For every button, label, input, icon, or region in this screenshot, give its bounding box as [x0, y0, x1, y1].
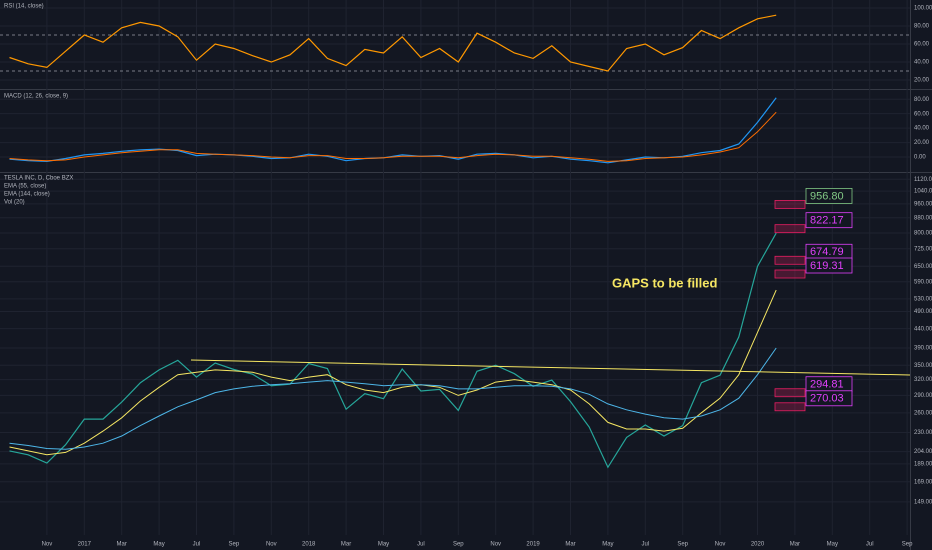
y-tick-label: 490.00 [914, 309, 932, 315]
x-tick-label: Mar [341, 542, 351, 548]
x-tick-label: May [378, 542, 389, 548]
series-line [9, 111, 777, 162]
x-tick-label: Jul [866, 542, 874, 548]
y-tick-label: 40.00 [914, 60, 930, 66]
y-tick-label: 0.00 [914, 155, 926, 161]
x-tick-label: Jul [417, 542, 425, 548]
annotation-label: 619.31 [810, 260, 844, 272]
x-tick-label: Sep [677, 542, 688, 548]
annotation-label: 294.81 [810, 379, 844, 391]
gap-zone [774, 224, 806, 234]
y-tick-label: 189.00 [914, 461, 932, 467]
x-tick-label: Jul [193, 542, 201, 548]
panel-title: RSI (14, close) [4, 4, 44, 10]
x-tick-label: May [827, 542, 838, 548]
y-tick-label: 60.00 [914, 111, 930, 117]
x-tick-label: Sep [453, 542, 464, 548]
y-tick-label: 800.00 [914, 231, 932, 237]
series-line [9, 14, 777, 72]
y-tick-label: 350.00 [914, 363, 932, 369]
y-tick-label: 40.00 [914, 126, 930, 132]
x-tick-label: 2018 [302, 542, 316, 548]
legend-entry: EMA (55, close) [4, 184, 46, 190]
y-tick-label: 230.00 [914, 430, 932, 436]
gap-zone [774, 255, 806, 265]
x-tick-label: 2020 [751, 542, 765, 548]
y-tick-label: 880.00 [914, 215, 932, 221]
x-tick-label: Sep [902, 542, 913, 548]
x-tick-label: Nov [490, 542, 501, 548]
legend-entry: EMA (144, close) [4, 192, 50, 198]
x-tick-label: May [153, 542, 164, 548]
y-tick-label: 1120.00 [914, 177, 932, 183]
annotation-box [805, 390, 853, 407]
y-tick-label: 725.00 [914, 246, 932, 252]
y-tick-label: 20.00 [914, 78, 930, 84]
x-tick-label: May [602, 542, 613, 548]
x-tick-label: Nov [42, 542, 53, 548]
y-tick-label: 290.00 [914, 393, 932, 399]
y-tick-label: 260.00 [914, 410, 932, 416]
trend-line [190, 359, 911, 376]
x-tick-label: Mar [565, 542, 575, 548]
series-line [9, 97, 777, 164]
x-tick-label: Mar [790, 542, 800, 548]
annotation-label: 822.17 [810, 215, 844, 227]
annotation-label: 956.80 [810, 190, 844, 202]
series-line [9, 289, 777, 456]
annotation-box [805, 212, 853, 229]
annotation-label: 674.79 [810, 246, 844, 258]
y-tick-label: 20.00 [914, 140, 930, 146]
y-tick-label: 169.00 [914, 479, 932, 485]
annotation-box [805, 188, 853, 204]
annotation-label: 270.03 [810, 393, 844, 405]
x-tick-label: Jul [641, 542, 649, 548]
y-tick-label: 80.00 [914, 97, 930, 103]
y-tick-label: 960.00 [914, 201, 932, 207]
y-tick-label: 1040.00 [914, 189, 932, 195]
x-tick-label: Nov [266, 542, 277, 548]
y-tick-label: 204.00 [914, 449, 932, 455]
y-tick-label: 440.00 [914, 326, 932, 332]
y-tick-label: 590.00 [914, 279, 932, 285]
y-tick-label: 530.00 [914, 296, 932, 302]
x-tick-label: 2019 [526, 542, 540, 548]
series-line [9, 347, 777, 450]
panel-title: MACD (12, 26, close, 9) [4, 94, 68, 100]
x-tick-label: Nov [715, 542, 726, 548]
gap-zone [774, 402, 806, 412]
y-tick-label: 60.00 [914, 42, 930, 48]
note: GAPS to be filled [612, 275, 718, 290]
y-tick-label: 650.00 [914, 264, 932, 270]
y-tick-label: 100.00 [914, 6, 932, 12]
x-tick-label: Sep [229, 542, 240, 548]
y-tick-label: 149.00 [914, 499, 932, 505]
annotation-box [805, 257, 853, 274]
y-tick-label: 320.00 [914, 377, 932, 383]
gap-zone [774, 269, 806, 279]
gap-zone [774, 200, 806, 209]
series-line [9, 232, 777, 469]
x-tick-label: Mar [117, 542, 127, 548]
y-tick-label: 80.00 [914, 24, 930, 30]
gap-zone [774, 388, 806, 398]
panel-title: TESLA INC, D, Cboe BZX [4, 176, 73, 182]
y-tick-label: 390.00 [914, 346, 932, 352]
x-tick-label: 2017 [78, 542, 92, 548]
legend-entry: Vol (20) [4, 200, 25, 206]
